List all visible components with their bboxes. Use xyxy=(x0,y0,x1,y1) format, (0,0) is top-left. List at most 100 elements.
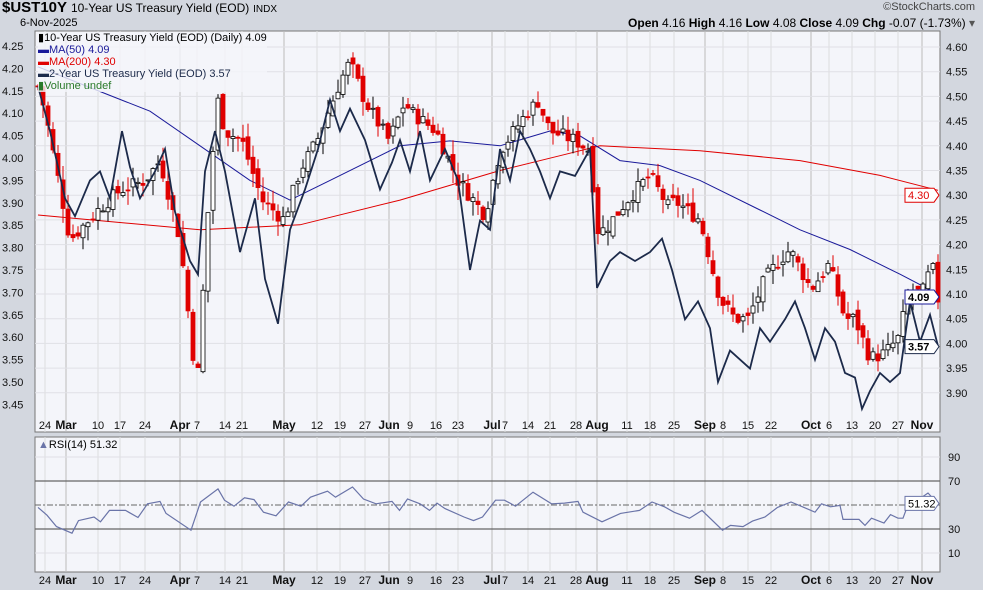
left-tick-label: 4.15 xyxy=(2,86,23,98)
candle-body xyxy=(520,116,526,127)
rsi-tick-label: 70 xyxy=(948,476,960,488)
candle-body xyxy=(550,121,556,134)
legend-volume: ▮Volume undef xyxy=(38,80,112,92)
candle xyxy=(595,183,601,245)
candle xyxy=(675,187,681,218)
candle xyxy=(540,108,546,122)
candle-body xyxy=(620,209,626,216)
candle xyxy=(265,191,271,215)
x-tick-label: 8 xyxy=(720,420,726,432)
candle xyxy=(775,255,781,271)
x-tick-label: Jul xyxy=(483,418,500,432)
x-tick-label: Apr xyxy=(170,418,191,432)
ma200-value-tag: 4.30 xyxy=(904,187,940,203)
candle-body xyxy=(100,210,106,213)
x-tick-label: 16 xyxy=(430,420,442,432)
candle-body xyxy=(110,189,116,210)
candle-body xyxy=(225,130,231,138)
left-tick-label: 3.55 xyxy=(2,355,23,367)
candle xyxy=(205,212,211,303)
x-tick-label: Jun xyxy=(378,573,399,587)
candle-body xyxy=(105,207,111,213)
right-tick-label: 4.30 xyxy=(946,190,967,202)
candle-body xyxy=(860,325,866,338)
close-label: Close xyxy=(799,16,833,30)
x-tick-label: Nov xyxy=(911,573,934,587)
candle-body xyxy=(845,313,851,319)
candle-body xyxy=(615,211,621,216)
candle xyxy=(890,330,896,353)
candle xyxy=(685,193,691,215)
candle xyxy=(725,294,731,312)
x-tick-label: Jul xyxy=(483,573,500,587)
candle xyxy=(755,286,761,313)
candle-body xyxy=(870,351,876,360)
chart-title: $UST10Y 10-Year US Treasury Yield (EOD) … xyxy=(2,0,277,17)
legend-volume-text: Volume undef xyxy=(44,80,112,92)
x-tick-label: 20 xyxy=(869,575,881,587)
x-tick-label: 28 xyxy=(570,420,582,432)
candle-body xyxy=(565,129,571,142)
candle xyxy=(930,262,936,275)
candle-body xyxy=(545,116,551,124)
candle xyxy=(700,217,706,237)
candle xyxy=(785,241,791,264)
candle xyxy=(880,339,886,361)
x-tick-label: 21 xyxy=(236,575,248,587)
candle-body xyxy=(640,179,646,187)
x-tick-label: 22 xyxy=(765,575,777,587)
candle xyxy=(335,79,341,100)
candle-body xyxy=(700,220,706,235)
x-tick-label: 27 xyxy=(892,575,904,587)
candle xyxy=(355,63,361,82)
candle-body xyxy=(710,260,716,275)
candle xyxy=(690,188,696,224)
x-tick-label: 24 xyxy=(39,420,51,432)
candle-body xyxy=(625,202,631,211)
candle xyxy=(705,233,711,264)
candle-body xyxy=(350,57,356,65)
ohlc-summary: Open 4.16 High 4.16 Low 4.08 Close 4.09 … xyxy=(628,16,975,30)
legend-main: ▮10-Year US Treasury Yield (EOD) (Daily)… xyxy=(38,32,267,44)
candle xyxy=(290,184,296,218)
candle xyxy=(275,204,281,236)
x-tick-label: 22 xyxy=(765,420,777,432)
ma200-value-tag-box xyxy=(904,187,940,203)
candle xyxy=(110,183,116,217)
candle xyxy=(805,268,811,288)
candle-body xyxy=(555,130,561,136)
candle xyxy=(250,145,256,188)
candle-body xyxy=(410,107,416,110)
candle xyxy=(555,119,561,137)
x-tick-label: 27 xyxy=(359,420,371,432)
candle xyxy=(245,123,251,166)
candle-body xyxy=(255,168,261,189)
candle-body xyxy=(325,112,331,128)
candle-body xyxy=(655,175,661,188)
left-tick-label: 4.25 xyxy=(2,41,23,53)
candle xyxy=(660,184,666,214)
candle-body xyxy=(310,141,316,152)
candle xyxy=(620,200,626,217)
x-tick-label: 19 xyxy=(334,420,346,432)
candle-body xyxy=(935,261,941,303)
x-tick-label: May xyxy=(272,573,296,587)
brand-logo[interactable]: ©StockCharts.com xyxy=(883,1,975,13)
candle-body xyxy=(470,197,476,202)
candle xyxy=(420,108,426,124)
candle xyxy=(790,249,796,268)
x-tick-label: 18 xyxy=(644,575,656,587)
candle-body xyxy=(740,316,746,322)
low-label: Low xyxy=(745,16,770,30)
candle-body xyxy=(415,108,421,125)
dropdown-arrow-icon[interactable]: ▾ xyxy=(968,16,975,30)
candle-body xyxy=(645,176,651,179)
candle xyxy=(240,124,246,152)
x-tick-label: Nov xyxy=(911,418,934,432)
candle xyxy=(545,116,551,131)
left-tick-label: 3.60 xyxy=(2,332,23,344)
candle-body xyxy=(570,133,576,143)
candle-body xyxy=(335,91,341,100)
candle xyxy=(710,250,716,277)
ma200-value-tag-text: 4.30 xyxy=(908,190,929,202)
